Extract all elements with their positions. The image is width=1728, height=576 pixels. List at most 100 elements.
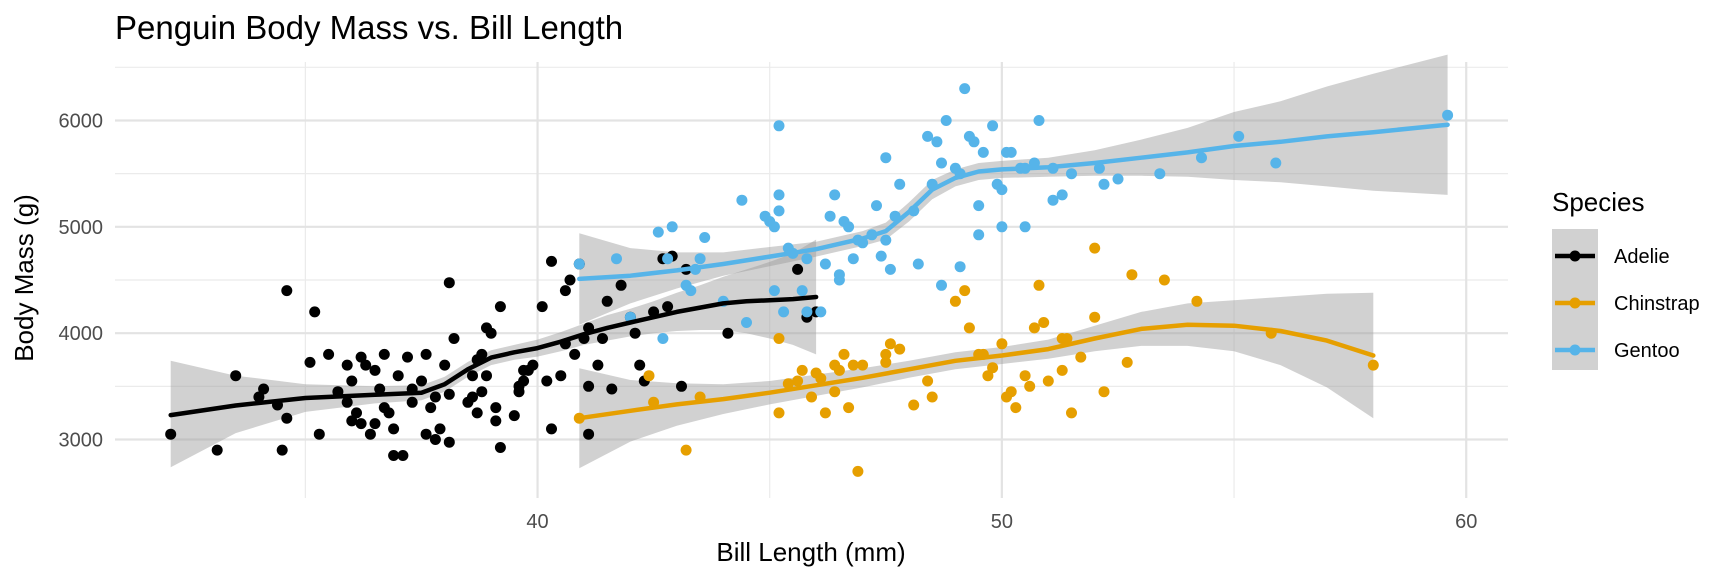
data-point xyxy=(676,380,687,392)
x-tick-label: 40 xyxy=(526,511,548,533)
data-point xyxy=(829,386,841,398)
data-point xyxy=(481,322,492,334)
data-point xyxy=(875,250,887,262)
data-point xyxy=(276,444,288,456)
data-point xyxy=(634,359,646,371)
data-point xyxy=(741,317,752,328)
data-point xyxy=(443,277,455,289)
data-point xyxy=(894,178,906,190)
legend-label: Gentoo xyxy=(1614,340,1680,362)
data-point xyxy=(230,370,242,382)
data-point xyxy=(963,322,975,334)
data-point xyxy=(369,364,381,376)
data-point xyxy=(601,295,613,307)
data-point xyxy=(922,130,934,142)
data-point xyxy=(996,184,1008,196)
data-point xyxy=(987,362,999,374)
confidence-band xyxy=(579,292,1374,469)
data-point xyxy=(559,285,571,297)
data-point xyxy=(439,359,451,371)
data-point xyxy=(1112,173,1124,185)
data-point xyxy=(936,157,947,169)
data-point xyxy=(494,301,506,313)
data-point xyxy=(555,370,567,382)
data-point xyxy=(569,348,581,360)
legend-key-point xyxy=(1569,344,1581,356)
data-point xyxy=(662,253,674,265)
data-point xyxy=(926,391,938,403)
data-point xyxy=(165,428,177,440)
legend: Species Adelie Chinstrap Gentoo xyxy=(1552,187,1700,370)
y-tick-label: 4000 xyxy=(59,323,104,345)
data-point xyxy=(1158,274,1170,286)
data-point xyxy=(922,375,934,387)
data-point xyxy=(606,383,618,395)
data-point xyxy=(857,359,869,371)
data-point xyxy=(518,375,530,387)
data-point xyxy=(894,343,906,355)
data-point xyxy=(736,194,748,206)
data-point xyxy=(778,306,790,318)
data-point xyxy=(973,200,985,212)
data-point xyxy=(258,383,270,395)
data-point xyxy=(351,407,362,419)
data-point xyxy=(1367,359,1379,371)
data-point xyxy=(476,386,488,398)
data-point xyxy=(1024,380,1036,392)
data-point xyxy=(801,306,813,318)
data-point xyxy=(824,210,836,222)
smooth-line xyxy=(577,322,1376,421)
data-point xyxy=(629,327,641,339)
data-point xyxy=(597,333,608,344)
data-point xyxy=(954,261,966,273)
data-point xyxy=(1075,351,1087,363)
data-point xyxy=(583,380,595,392)
data-point xyxy=(959,285,971,297)
x-tick-label: 50 xyxy=(991,511,1013,533)
data-point xyxy=(908,399,920,411)
data-point xyxy=(476,348,488,360)
data-point xyxy=(490,402,502,414)
data-point xyxy=(694,253,706,265)
data-point xyxy=(1270,157,1282,169)
data-point xyxy=(1047,194,1059,206)
data-point xyxy=(592,359,604,371)
data-point xyxy=(508,410,520,422)
data-point xyxy=(936,279,947,291)
data-point xyxy=(429,434,441,445)
data-point xyxy=(1005,146,1017,158)
data-point xyxy=(323,348,335,360)
data-point xyxy=(374,383,386,395)
data-point xyxy=(852,465,864,477)
data-point xyxy=(996,221,1008,233)
data-point xyxy=(773,189,785,201)
data-point xyxy=(281,285,293,297)
data-point xyxy=(871,200,882,212)
data-point xyxy=(768,285,780,297)
data-point xyxy=(796,285,808,297)
data-point xyxy=(912,258,924,270)
data-point xyxy=(313,428,325,440)
gridlines xyxy=(115,62,1508,498)
data-point xyxy=(383,407,395,419)
data-point xyxy=(281,412,293,424)
data-point xyxy=(346,415,358,427)
data-point xyxy=(1066,407,1077,419)
data-point xyxy=(662,301,674,313)
data-point xyxy=(1066,168,1077,180)
data-point xyxy=(355,418,367,430)
data-point xyxy=(959,83,971,95)
x-axis-title: Bill Length (mm) xyxy=(716,537,905,567)
data-point xyxy=(420,428,432,440)
data-point xyxy=(768,221,780,233)
tick-labels: 40 50 60 3000 4000 5000 6000 xyxy=(59,110,1478,533)
data-point xyxy=(833,364,845,376)
data-point xyxy=(513,386,525,398)
y-tick-label: 6000 xyxy=(59,110,104,132)
legend-key-point xyxy=(1569,250,1581,262)
data-point xyxy=(973,229,985,241)
data-point xyxy=(434,423,446,435)
data-point xyxy=(847,253,859,265)
y-tick-label: 5000 xyxy=(59,217,104,239)
data-point xyxy=(425,402,437,414)
